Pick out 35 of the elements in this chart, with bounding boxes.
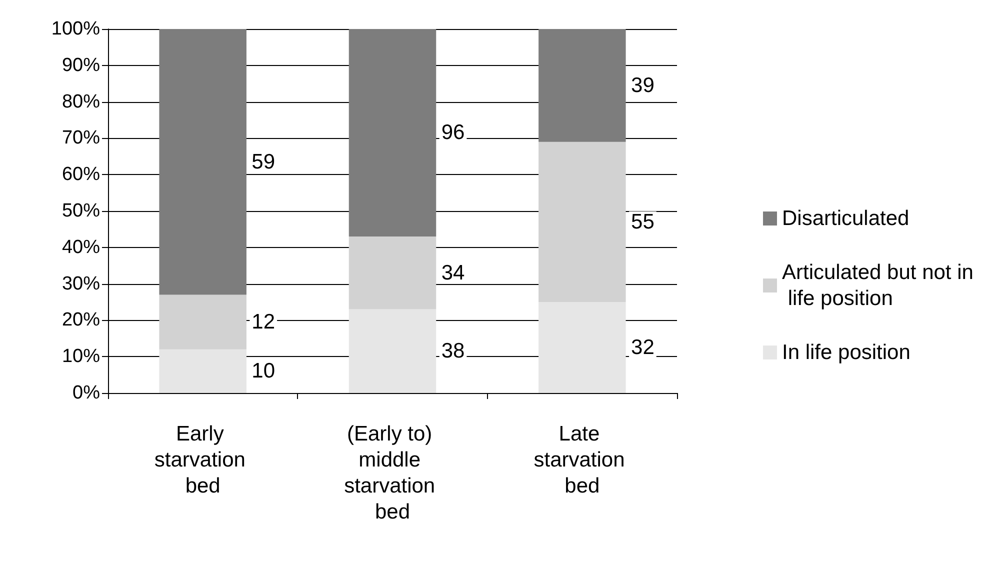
annotation: 59: [252, 150, 276, 174]
bar: [159, 349, 246, 393]
annotation: 12: [252, 310, 276, 334]
annotation: 10: [252, 360, 276, 383]
legend-label: Disarticulated: [782, 207, 910, 230]
y-tick-label: 50%: [62, 200, 100, 222]
annotation: 96: [441, 121, 465, 144]
y-tick-label: 80%: [62, 91, 100, 112]
y-tick-label: 60%: [62, 164, 100, 186]
bar: [538, 302, 626, 393]
y-tick-label: 100%: [51, 18, 100, 40]
bar: [348, 309, 436, 393]
annotation: 39: [631, 74, 654, 97]
bar: [159, 294, 246, 350]
x-tick-label: Early starvation bed: [154, 422, 252, 498]
legend-label: In life position: [782, 341, 910, 364]
x-tick-label: (Early to) middle starvation bed: [344, 422, 441, 524]
y-tick-label: 20%: [62, 310, 100, 331]
y-tick-label: 90%: [62, 54, 100, 76]
bar: [538, 29, 626, 142]
bar: [348, 29, 436, 236]
annotation: 38: [441, 340, 465, 363]
bar: [159, 29, 246, 295]
annotation: 34: [441, 261, 466, 284]
annotation: 55: [631, 210, 654, 234]
y-tick-label: 30%: [62, 273, 100, 294]
y-tick-label: 40%: [62, 236, 100, 258]
legend-label: Articulated but not in life position: [782, 261, 974, 310]
bar: [538, 142, 626, 302]
y-tick-label: 70%: [62, 128, 100, 149]
y-tick-label: 0%: [72, 382, 100, 404]
y-tick-label: 10%: [62, 346, 100, 368]
bar: [348, 236, 436, 310]
x-tick-label: Late starvation bed: [534, 422, 631, 498]
annotation: 32: [631, 336, 654, 359]
